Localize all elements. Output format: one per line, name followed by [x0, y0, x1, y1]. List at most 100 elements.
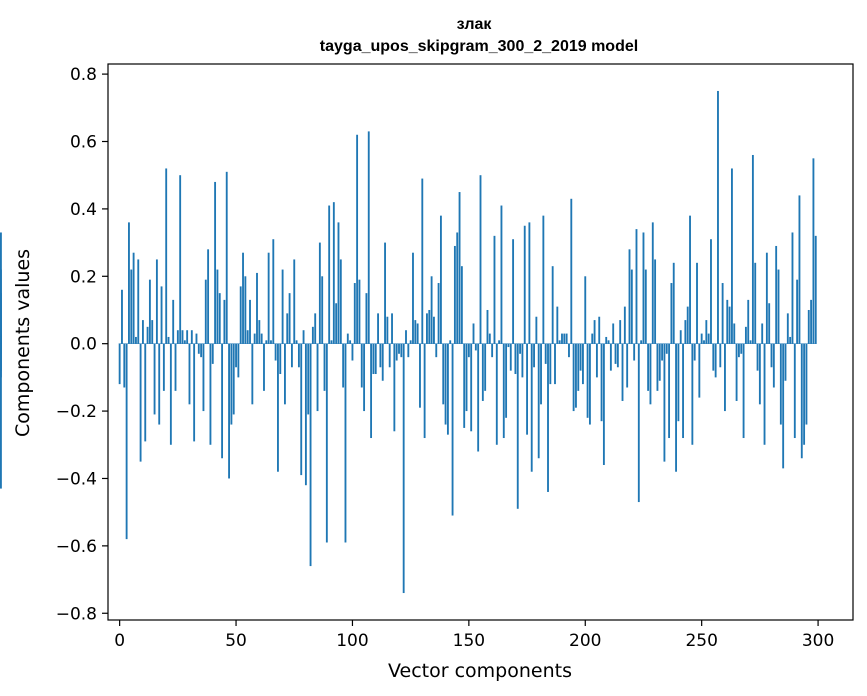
- bar-130: [421, 178, 424, 344]
- y-axis-ticks: −0.8 −0.6 −0.4 −0.2 0.0 0.2 0.4 0.6 0.8: [56, 65, 108, 624]
- bar-40: [211, 343, 214, 364]
- bar-179: [535, 316, 538, 344]
- bar-231: [656, 343, 659, 391]
- bar-278: [765, 252, 768, 344]
- bar-32: [193, 343, 196, 442]
- bar-266: [737, 343, 740, 358]
- bar-202: [588, 343, 591, 425]
- bar-136: [435, 343, 438, 358]
- bar-23: [172, 299, 175, 344]
- bar-236: [668, 343, 671, 439]
- bar-263: [731, 168, 733, 344]
- bar-172: [519, 343, 522, 354]
- bar-112: [379, 343, 382, 368]
- bar-161: [493, 235, 496, 344]
- bar-281: [772, 343, 775, 388]
- bar-55: [246, 330, 249, 344]
- bar-190: [561, 333, 563, 344]
- bar-264: [733, 323, 736, 344]
- bar-255: [712, 343, 715, 371]
- bar-60: [258, 320, 261, 344]
- bar-138: [439, 215, 442, 344]
- bar-294: [803, 343, 806, 445]
- bar-38: [207, 249, 210, 344]
- bar-25: [176, 330, 179, 344]
- bar-146: [458, 192, 461, 344]
- bar-272: [751, 154, 754, 344]
- bar-254: [710, 239, 712, 344]
- bar-176: [528, 222, 531, 344]
- x-tick-label: 200: [569, 631, 601, 651]
- bar-271: [749, 340, 752, 344]
- bar-167: [507, 343, 510, 348]
- bar-233: [661, 343, 664, 361]
- bar-280: [770, 343, 773, 368]
- bar-24: [174, 343, 177, 391]
- bar-274: [756, 343, 759, 371]
- bar-275: [758, 343, 761, 405]
- bar-6: [132, 252, 135, 344]
- bar-83: [311, 326, 314, 344]
- bar-188: [556, 306, 559, 344]
- bar-79: [302, 330, 305, 344]
- bar-100: [351, 343, 354, 361]
- bar-132: [426, 313, 428, 344]
- bar-182: [542, 215, 545, 344]
- bar-80: [304, 343, 307, 486]
- bar-177: [530, 343, 533, 472]
- bar-102: [356, 134, 359, 344]
- bar-205: [595, 343, 598, 378]
- bar-189: [558, 340, 561, 344]
- bar-240: [677, 343, 680, 422]
- bar-195: [572, 343, 575, 412]
- bar-121: [400, 343, 403, 358]
- bar-256: [714, 343, 717, 378]
- bar-124: [407, 343, 410, 358]
- bar-11: [144, 343, 147, 442]
- bar-18: [160, 286, 163, 344]
- bar-164: [500, 205, 503, 344]
- bar-213: [614, 343, 617, 364]
- bar-216: [621, 343, 624, 401]
- bar-155: [479, 175, 482, 344]
- y-tick-label: −0.8: [56, 604, 97, 624]
- bar-undefined: [0, 232, 2, 344]
- bar-194: [570, 198, 573, 344]
- bar-16: [155, 259, 158, 344]
- bar-186: [551, 266, 554, 344]
- bar-218: [626, 343, 629, 388]
- bar-159: [488, 333, 491, 344]
- bar-122: [402, 343, 405, 594]
- bar-273: [754, 262, 757, 344]
- bar-217: [623, 306, 626, 344]
- bar-61: [260, 333, 263, 344]
- bar-226: [644, 269, 647, 344]
- bar-120: [398, 343, 400, 354]
- bar-126: [412, 252, 414, 344]
- bar-230: [654, 259, 657, 344]
- bar-45: [223, 299, 226, 344]
- bar-250: [700, 333, 703, 344]
- bar-106: [365, 293, 368, 344]
- bar-42: [216, 269, 219, 344]
- x-tick-label: 300: [802, 631, 834, 651]
- bar-283: [777, 269, 780, 344]
- bar-209: [605, 336, 608, 344]
- bar-181: [540, 343, 542, 405]
- bar-108: [370, 343, 373, 439]
- bar-292: [798, 195, 801, 344]
- bar-166: [505, 343, 508, 418]
- bar-259: [721, 283, 724, 344]
- bar-222: [635, 229, 638, 344]
- bar-203: [591, 333, 594, 344]
- bar-53: [242, 252, 244, 344]
- bar-137: [437, 283, 440, 344]
- bar-260: [724, 343, 726, 412]
- bar-84: [314, 313, 317, 344]
- bar-258: [719, 343, 722, 368]
- bar-234: [663, 343, 666, 462]
- bar-201: [586, 343, 589, 418]
- bar-5: [130, 269, 133, 344]
- bar-66: [272, 239, 275, 344]
- bar-44: [221, 343, 224, 459]
